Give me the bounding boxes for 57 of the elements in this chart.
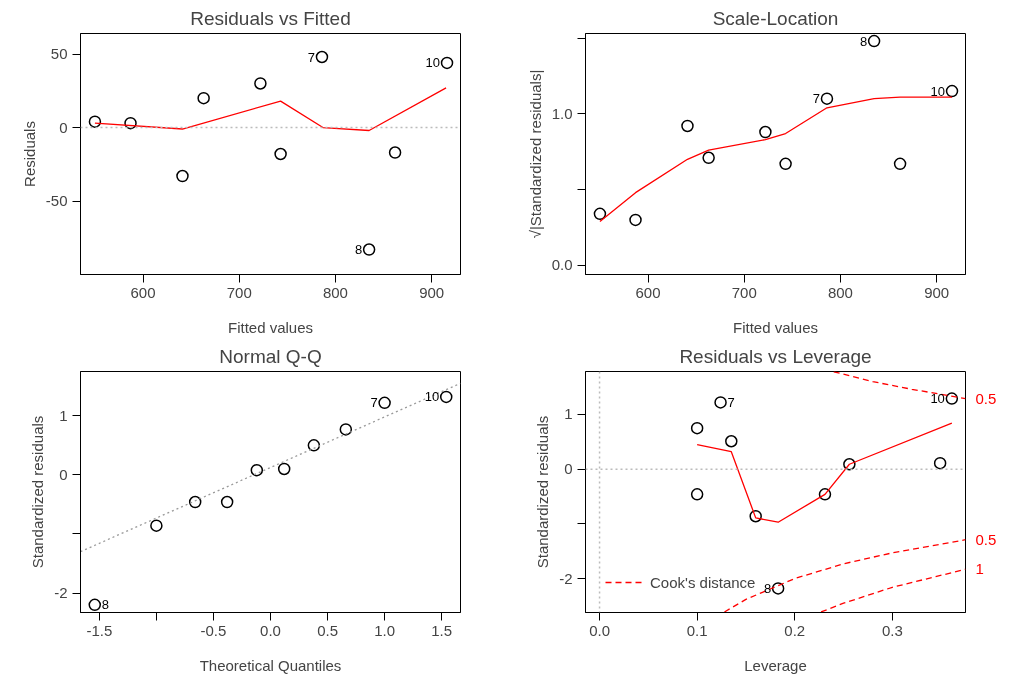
chart-title: Scale-Location bbox=[712, 7, 839, 29]
annotation: 8 bbox=[101, 597, 109, 613]
y-tick-label: 50 bbox=[50, 45, 68, 63]
annotation: 10 bbox=[425, 55, 441, 71]
y-tick-label: -2 bbox=[559, 569, 573, 587]
y-tick-label: 0 bbox=[59, 118, 68, 136]
y-tick-label: 0 bbox=[564, 460, 573, 478]
x-tick-label: 0.3 bbox=[881, 621, 903, 639]
chart-title: Normal Q-Q bbox=[219, 345, 322, 367]
x-axis-title: Fitted values bbox=[227, 318, 314, 336]
y-axis-title: Standardized residuals bbox=[29, 415, 47, 569]
x-tick-label: 700 bbox=[226, 283, 252, 301]
y-tick-label: 1 bbox=[564, 405, 573, 423]
annotation: 1 bbox=[975, 560, 984, 578]
y-tick-label: 0.0 bbox=[551, 256, 573, 274]
y-axis-title: √|Standardized residuals| bbox=[526, 69, 544, 239]
annotation: 0.5 bbox=[975, 389, 997, 407]
x-tick-label: 900 bbox=[924, 283, 950, 301]
y-tick-label: 0 bbox=[59, 465, 68, 483]
x-tick-label: 1.0 bbox=[374, 621, 396, 639]
annotation: 7 bbox=[307, 49, 315, 65]
annotation: 0.5 bbox=[975, 530, 997, 548]
annotation: 10 bbox=[930, 83, 946, 99]
x-tick-label: -0.5 bbox=[200, 621, 227, 639]
x-tick-label: 1.5 bbox=[431, 621, 453, 639]
y-tick-label: 1.0 bbox=[551, 104, 573, 122]
annotation: 8 bbox=[859, 33, 868, 49]
x-tick-label: 600 bbox=[635, 283, 661, 301]
annotation: 10 bbox=[424, 389, 440, 405]
annotation: 7 bbox=[370, 395, 378, 411]
y-axis-title: Residuals bbox=[20, 121, 38, 187]
x-tick-label: 800 bbox=[322, 283, 348, 301]
chart-title: Residuals vs Fitted bbox=[190, 7, 351, 29]
annotation: 10 bbox=[930, 391, 945, 407]
x-tick-label: 0.2 bbox=[784, 621, 806, 639]
x-tick-label: 600 bbox=[130, 283, 156, 301]
annotation: 7 bbox=[727, 394, 735, 410]
chart-title: Residuals vs Leverage bbox=[679, 345, 872, 367]
x-tick-label: 700 bbox=[731, 283, 757, 301]
y-tick-label: -50 bbox=[45, 192, 68, 210]
x-axis-title: Leverage bbox=[744, 656, 807, 674]
y-tick-label: -2 bbox=[54, 584, 68, 602]
x-axis-title: Fitted values bbox=[732, 318, 819, 336]
x-tick-label: 0.5 bbox=[317, 621, 338, 639]
x-tick-label: -1.5 bbox=[86, 621, 113, 639]
legend-label: Cook's distance bbox=[650, 573, 756, 591]
x-tick-label: 0.0 bbox=[589, 621, 610, 639]
y-axis-title: Standardized residuals bbox=[534, 415, 552, 569]
y-tick-label: 1 bbox=[59, 406, 68, 424]
annotation: 7 bbox=[812, 91, 820, 107]
x-axis-title: Theoretical Quantiles bbox=[199, 656, 342, 674]
x-tick-label: 900 bbox=[419, 283, 445, 301]
x-tick-label: 0.1 bbox=[686, 621, 708, 639]
annotation: 8 bbox=[763, 580, 772, 596]
x-tick-label: 800 bbox=[827, 283, 853, 301]
annotation: 8 bbox=[354, 242, 363, 258]
x-tick-label: 0.0 bbox=[260, 621, 281, 639]
